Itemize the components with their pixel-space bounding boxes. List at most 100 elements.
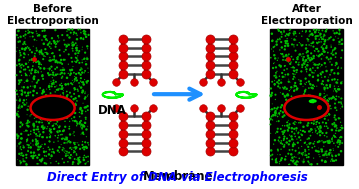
Point: [33, 114, 39, 117]
Point: [301, 160, 307, 163]
Point: [292, 132, 297, 135]
Point: [59, 87, 65, 90]
Point: [41, 150, 47, 153]
Point: [325, 140, 331, 143]
Point: [307, 82, 313, 85]
Point: [280, 86, 286, 89]
Point: [86, 143, 92, 146]
Point: [293, 30, 298, 33]
Point: [51, 141, 57, 144]
Point: [311, 71, 317, 74]
Point: [331, 121, 337, 124]
Point: [291, 105, 297, 108]
Point: [17, 63, 22, 66]
Point: [333, 129, 339, 132]
Point: [18, 107, 23, 110]
Point: [24, 138, 30, 141]
Point: [283, 34, 288, 37]
Point: [337, 28, 342, 31]
Point: [50, 58, 56, 61]
Point: [332, 53, 337, 57]
Point: [57, 39, 62, 42]
Point: [80, 30, 86, 33]
Point: [285, 152, 291, 155]
Point: [75, 59, 80, 62]
Point: [298, 129, 303, 132]
Point: [323, 150, 329, 153]
Point: [307, 94, 313, 97]
Point: [60, 66, 66, 69]
Point: [338, 150, 344, 153]
Point: [66, 43, 72, 46]
Point: [33, 141, 39, 144]
Point: [275, 113, 281, 116]
Point: [58, 107, 64, 110]
Point: [80, 90, 86, 93]
Point: [322, 117, 328, 120]
Point: [287, 163, 293, 166]
Point: [283, 54, 288, 57]
Point: [325, 79, 331, 82]
Point: [278, 64, 284, 67]
Point: [70, 155, 76, 158]
Point: [26, 46, 32, 50]
Point: [302, 154, 308, 157]
Point: [338, 107, 344, 110]
Point: [41, 112, 46, 115]
Point: [339, 124, 345, 127]
Point: [281, 131, 286, 134]
Point: [300, 57, 306, 60]
Point: [54, 84, 60, 88]
Point: [297, 53, 303, 56]
Point: [319, 148, 325, 151]
Point: [28, 142, 34, 145]
Point: [288, 159, 294, 162]
Point: [317, 131, 322, 134]
Point: [280, 132, 286, 136]
Point: [309, 122, 314, 125]
Point: [83, 110, 89, 113]
Point: [40, 126, 46, 129]
Point: [47, 133, 52, 136]
Point: [25, 105, 31, 108]
Point: [291, 89, 297, 92]
Point: [61, 161, 67, 164]
Point: [284, 121, 290, 124]
Point: [78, 77, 84, 80]
Point: [291, 43, 297, 46]
Point: [50, 73, 56, 76]
Point: [41, 131, 46, 134]
Point: [294, 43, 300, 46]
Point: [317, 63, 322, 66]
Point: [60, 157, 65, 160]
Point: [22, 42, 28, 45]
Point: [338, 129, 344, 132]
Point: [339, 80, 345, 83]
Point: [18, 66, 24, 69]
Point: [290, 138, 296, 141]
Point: [15, 137, 20, 140]
Point: [19, 47, 25, 50]
Point: [279, 71, 285, 74]
Point: [83, 145, 89, 148]
Point: [307, 59, 313, 62]
Point: [44, 99, 50, 102]
Point: [17, 103, 23, 106]
Point: [25, 86, 31, 89]
Point: [328, 160, 334, 163]
Point: [308, 116, 314, 119]
Point: [14, 133, 20, 136]
Point: [314, 125, 320, 129]
Point: [78, 133, 84, 136]
Point: [305, 54, 311, 57]
Point: [337, 136, 343, 139]
Point: [327, 73, 333, 76]
Point: [60, 91, 66, 94]
Point: [288, 86, 294, 89]
Point: [293, 149, 298, 152]
Point: [81, 156, 87, 159]
Point: [57, 94, 63, 97]
Point: [269, 115, 275, 118]
Point: [304, 104, 310, 107]
Point: [292, 97, 297, 100]
